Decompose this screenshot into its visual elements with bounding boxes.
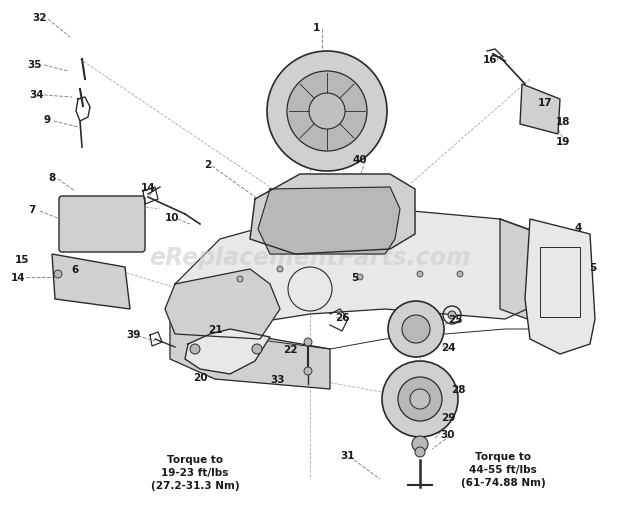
Circle shape: [304, 367, 312, 375]
Polygon shape: [250, 175, 415, 255]
Text: 30: 30: [441, 429, 455, 439]
Text: 15: 15: [15, 255, 29, 265]
Text: 9: 9: [43, 115, 51, 125]
Text: 25: 25: [448, 315, 463, 324]
Circle shape: [287, 72, 367, 152]
Text: Torque to
19-23 ft/lbs
(27.2-31.3 Nm): Torque to 19-23 ft/lbs (27.2-31.3 Nm): [151, 454, 239, 490]
Polygon shape: [520, 85, 560, 135]
Text: 4: 4: [574, 223, 582, 232]
Text: 5: 5: [590, 263, 596, 273]
Circle shape: [415, 447, 425, 457]
Circle shape: [252, 344, 262, 355]
Text: 18: 18: [556, 117, 570, 127]
Text: 34: 34: [30, 90, 44, 100]
Text: 17: 17: [538, 98, 552, 108]
Circle shape: [448, 312, 456, 319]
Circle shape: [267, 52, 387, 172]
Text: 40: 40: [353, 155, 367, 165]
Text: 29: 29: [441, 412, 455, 422]
Text: 1: 1: [312, 23, 320, 33]
Text: 5: 5: [352, 273, 358, 282]
Polygon shape: [165, 270, 280, 339]
FancyBboxPatch shape: [59, 196, 145, 252]
Text: 22: 22: [283, 344, 297, 355]
Polygon shape: [52, 255, 130, 310]
Text: 32: 32: [33, 13, 47, 23]
Polygon shape: [170, 210, 560, 329]
Text: 31: 31: [341, 450, 355, 460]
Polygon shape: [500, 220, 560, 329]
Circle shape: [410, 389, 430, 409]
Text: 6: 6: [71, 265, 79, 274]
Text: 28: 28: [451, 384, 465, 394]
Circle shape: [237, 276, 243, 282]
Polygon shape: [258, 188, 400, 255]
Polygon shape: [185, 329, 270, 374]
Text: 35: 35: [28, 60, 42, 70]
Text: 8: 8: [48, 173, 56, 183]
Circle shape: [382, 361, 458, 437]
Text: 14: 14: [141, 183, 156, 192]
Circle shape: [398, 377, 442, 421]
Circle shape: [457, 272, 463, 277]
Text: 26: 26: [335, 313, 349, 322]
Circle shape: [357, 274, 363, 280]
Text: 33: 33: [271, 374, 285, 384]
Circle shape: [309, 94, 345, 130]
Circle shape: [54, 271, 62, 278]
Circle shape: [412, 436, 428, 452]
Circle shape: [190, 344, 200, 355]
Text: 14: 14: [11, 273, 25, 282]
Circle shape: [402, 316, 430, 343]
Polygon shape: [170, 310, 330, 389]
Text: 20: 20: [193, 372, 207, 382]
Polygon shape: [525, 220, 595, 355]
Text: eReplacementParts.com: eReplacementParts.com: [149, 245, 471, 270]
Circle shape: [388, 301, 444, 358]
Circle shape: [417, 272, 423, 277]
Text: 24: 24: [441, 342, 455, 352]
Text: Torque to
44-55 ft/lbs
(61-74.88 Nm): Torque to 44-55 ft/lbs (61-74.88 Nm): [461, 451, 546, 487]
Text: 21: 21: [208, 324, 222, 334]
Text: 39: 39: [126, 329, 140, 339]
Circle shape: [304, 338, 312, 346]
Circle shape: [288, 268, 332, 312]
Text: 2: 2: [205, 160, 211, 170]
Text: 19: 19: [556, 137, 570, 147]
Text: 7: 7: [29, 205, 36, 215]
Text: 10: 10: [165, 213, 179, 223]
Circle shape: [277, 267, 283, 273]
Text: 16: 16: [483, 55, 497, 65]
